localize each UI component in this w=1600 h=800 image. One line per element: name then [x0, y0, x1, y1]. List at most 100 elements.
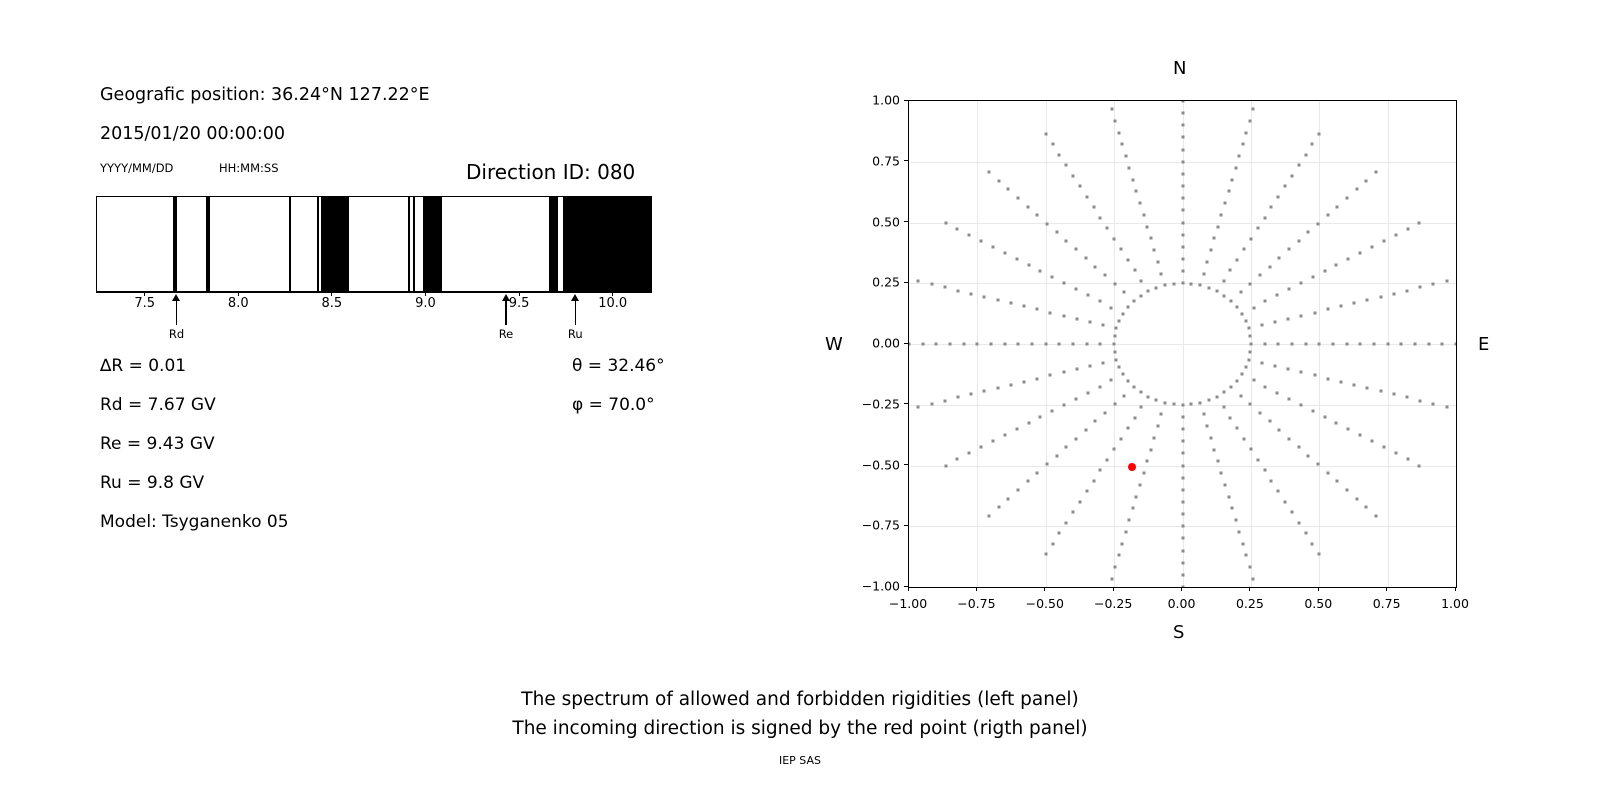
direction-point — [1304, 531, 1308, 535]
compass-east-label: E — [1478, 334, 1490, 355]
direction-point — [1016, 488, 1020, 492]
direction-point — [1181, 221, 1184, 224]
direction-point — [1009, 301, 1013, 305]
direction-point — [1098, 385, 1102, 389]
direction-point — [1181, 561, 1184, 565]
x-axis-tick-label: 0.25 — [1235, 596, 1264, 611]
direction-point — [1241, 142, 1245, 146]
rigidity-spectrum-axis: 7.5 8.0 8.5 9.0 9.5 10.0 Rd Re Ru — [96, 292, 652, 352]
direction-point — [962, 342, 966, 346]
direction-point — [987, 170, 991, 174]
direction-point — [982, 389, 986, 393]
direction-point — [1326, 471, 1330, 475]
direction-point — [1242, 437, 1246, 441]
forbidden-band — [563, 197, 651, 291]
direction-point — [1316, 222, 1320, 226]
direction-point — [1227, 189, 1230, 193]
direction-point — [1016, 196, 1020, 200]
direction-point — [1035, 471, 1039, 475]
time-format-hint: HH:MM:SS — [219, 161, 279, 175]
direction-point — [1268, 419, 1272, 423]
direction-point — [1241, 542, 1245, 545]
direction-point — [1273, 364, 1277, 368]
inner-ring-point — [1154, 398, 1158, 402]
direction-point — [1062, 314, 1066, 318]
direction-point — [1126, 426, 1130, 430]
direction-point — [1286, 367, 1290, 371]
direction-point — [1181, 500, 1184, 504]
direction-point — [1216, 225, 1220, 229]
inner-ring-point — [1163, 283, 1167, 287]
direction-point — [1181, 184, 1184, 188]
direction-point — [1131, 178, 1135, 182]
direction-point — [1227, 495, 1230, 499]
direction-point — [1109, 378, 1113, 382]
direction-point — [1326, 213, 1330, 217]
direction-point — [1159, 412, 1163, 416]
direction-point — [1022, 380, 1026, 384]
x-axis-tick-mark — [975, 587, 977, 591]
direction-point — [1181, 488, 1184, 492]
direction-point — [1030, 342, 1034, 346]
direction-point — [1323, 269, 1327, 273]
direction-point — [1071, 342, 1075, 346]
direction-point — [1145, 225, 1149, 229]
parameter-line: Re = 9.43 GV — [100, 434, 215, 454]
direction-point — [1269, 479, 1273, 483]
direction-point — [916, 405, 920, 409]
direction-point — [1003, 251, 1007, 255]
direction-point — [1440, 342, 1444, 346]
direction-point — [1113, 565, 1117, 569]
marker-arrow-shaft — [574, 300, 577, 325]
direction-point — [1263, 299, 1267, 303]
direction-point — [1372, 342, 1376, 346]
direction-point — [1120, 542, 1124, 545]
forbidden-band — [317, 197, 320, 291]
inner-ring-point — [1235, 305, 1239, 309]
direction-point — [1345, 196, 1349, 200]
direction-point — [1239, 394, 1243, 398]
inner-ring-point — [1244, 365, 1248, 369]
direction-point — [1310, 142, 1314, 146]
direction-point — [1181, 427, 1184, 431]
forbidden-band — [321, 197, 349, 291]
direction-point — [1258, 411, 1262, 415]
x-axis-tick-mark — [1044, 587, 1046, 591]
spectrum-tick-label: 7.5 — [134, 296, 156, 311]
direction-point — [1088, 320, 1092, 324]
direction-point — [982, 295, 986, 299]
direction-point — [1317, 132, 1321, 136]
direction-point — [1228, 416, 1232, 420]
direction-point — [1078, 184, 1082, 188]
direction-point — [1139, 279, 1143, 283]
direction-point — [1283, 500, 1287, 504]
direction-point — [1074, 437, 1078, 440]
direction-point — [1134, 495, 1138, 499]
direction-point — [1098, 216, 1102, 220]
direction-point — [1048, 311, 1052, 315]
direction-point — [1290, 174, 1294, 178]
direction-point — [1027, 421, 1031, 425]
x-axis-tick-mark — [1454, 587, 1456, 591]
direction-point — [1290, 342, 1294, 346]
datetime-label: 2015/01/20 00:00:00 — [100, 124, 286, 144]
direction-point — [1260, 323, 1264, 327]
direction-point — [1242, 247, 1246, 251]
direction-point — [1365, 386, 1369, 390]
y-axis-tick-mark — [904, 464, 908, 465]
inner-ring-point — [1112, 342, 1116, 346]
direction-point — [1251, 577, 1255, 581]
x-axis-tick-mark — [907, 587, 909, 591]
direction-point — [1258, 273, 1262, 277]
direction-point — [1119, 247, 1123, 251]
direction-point — [1015, 257, 1019, 261]
parameter-line: ∆R = 0.01 — [100, 356, 187, 376]
direction-point — [1263, 468, 1267, 472]
direction-point — [1092, 479, 1096, 483]
direction-point — [1339, 304, 1343, 308]
direction-point — [1181, 451, 1184, 455]
direction-point — [1113, 282, 1117, 286]
direction-point — [1113, 402, 1117, 406]
direction-point — [1234, 518, 1238, 522]
direction-point — [1310, 542, 1314, 546]
